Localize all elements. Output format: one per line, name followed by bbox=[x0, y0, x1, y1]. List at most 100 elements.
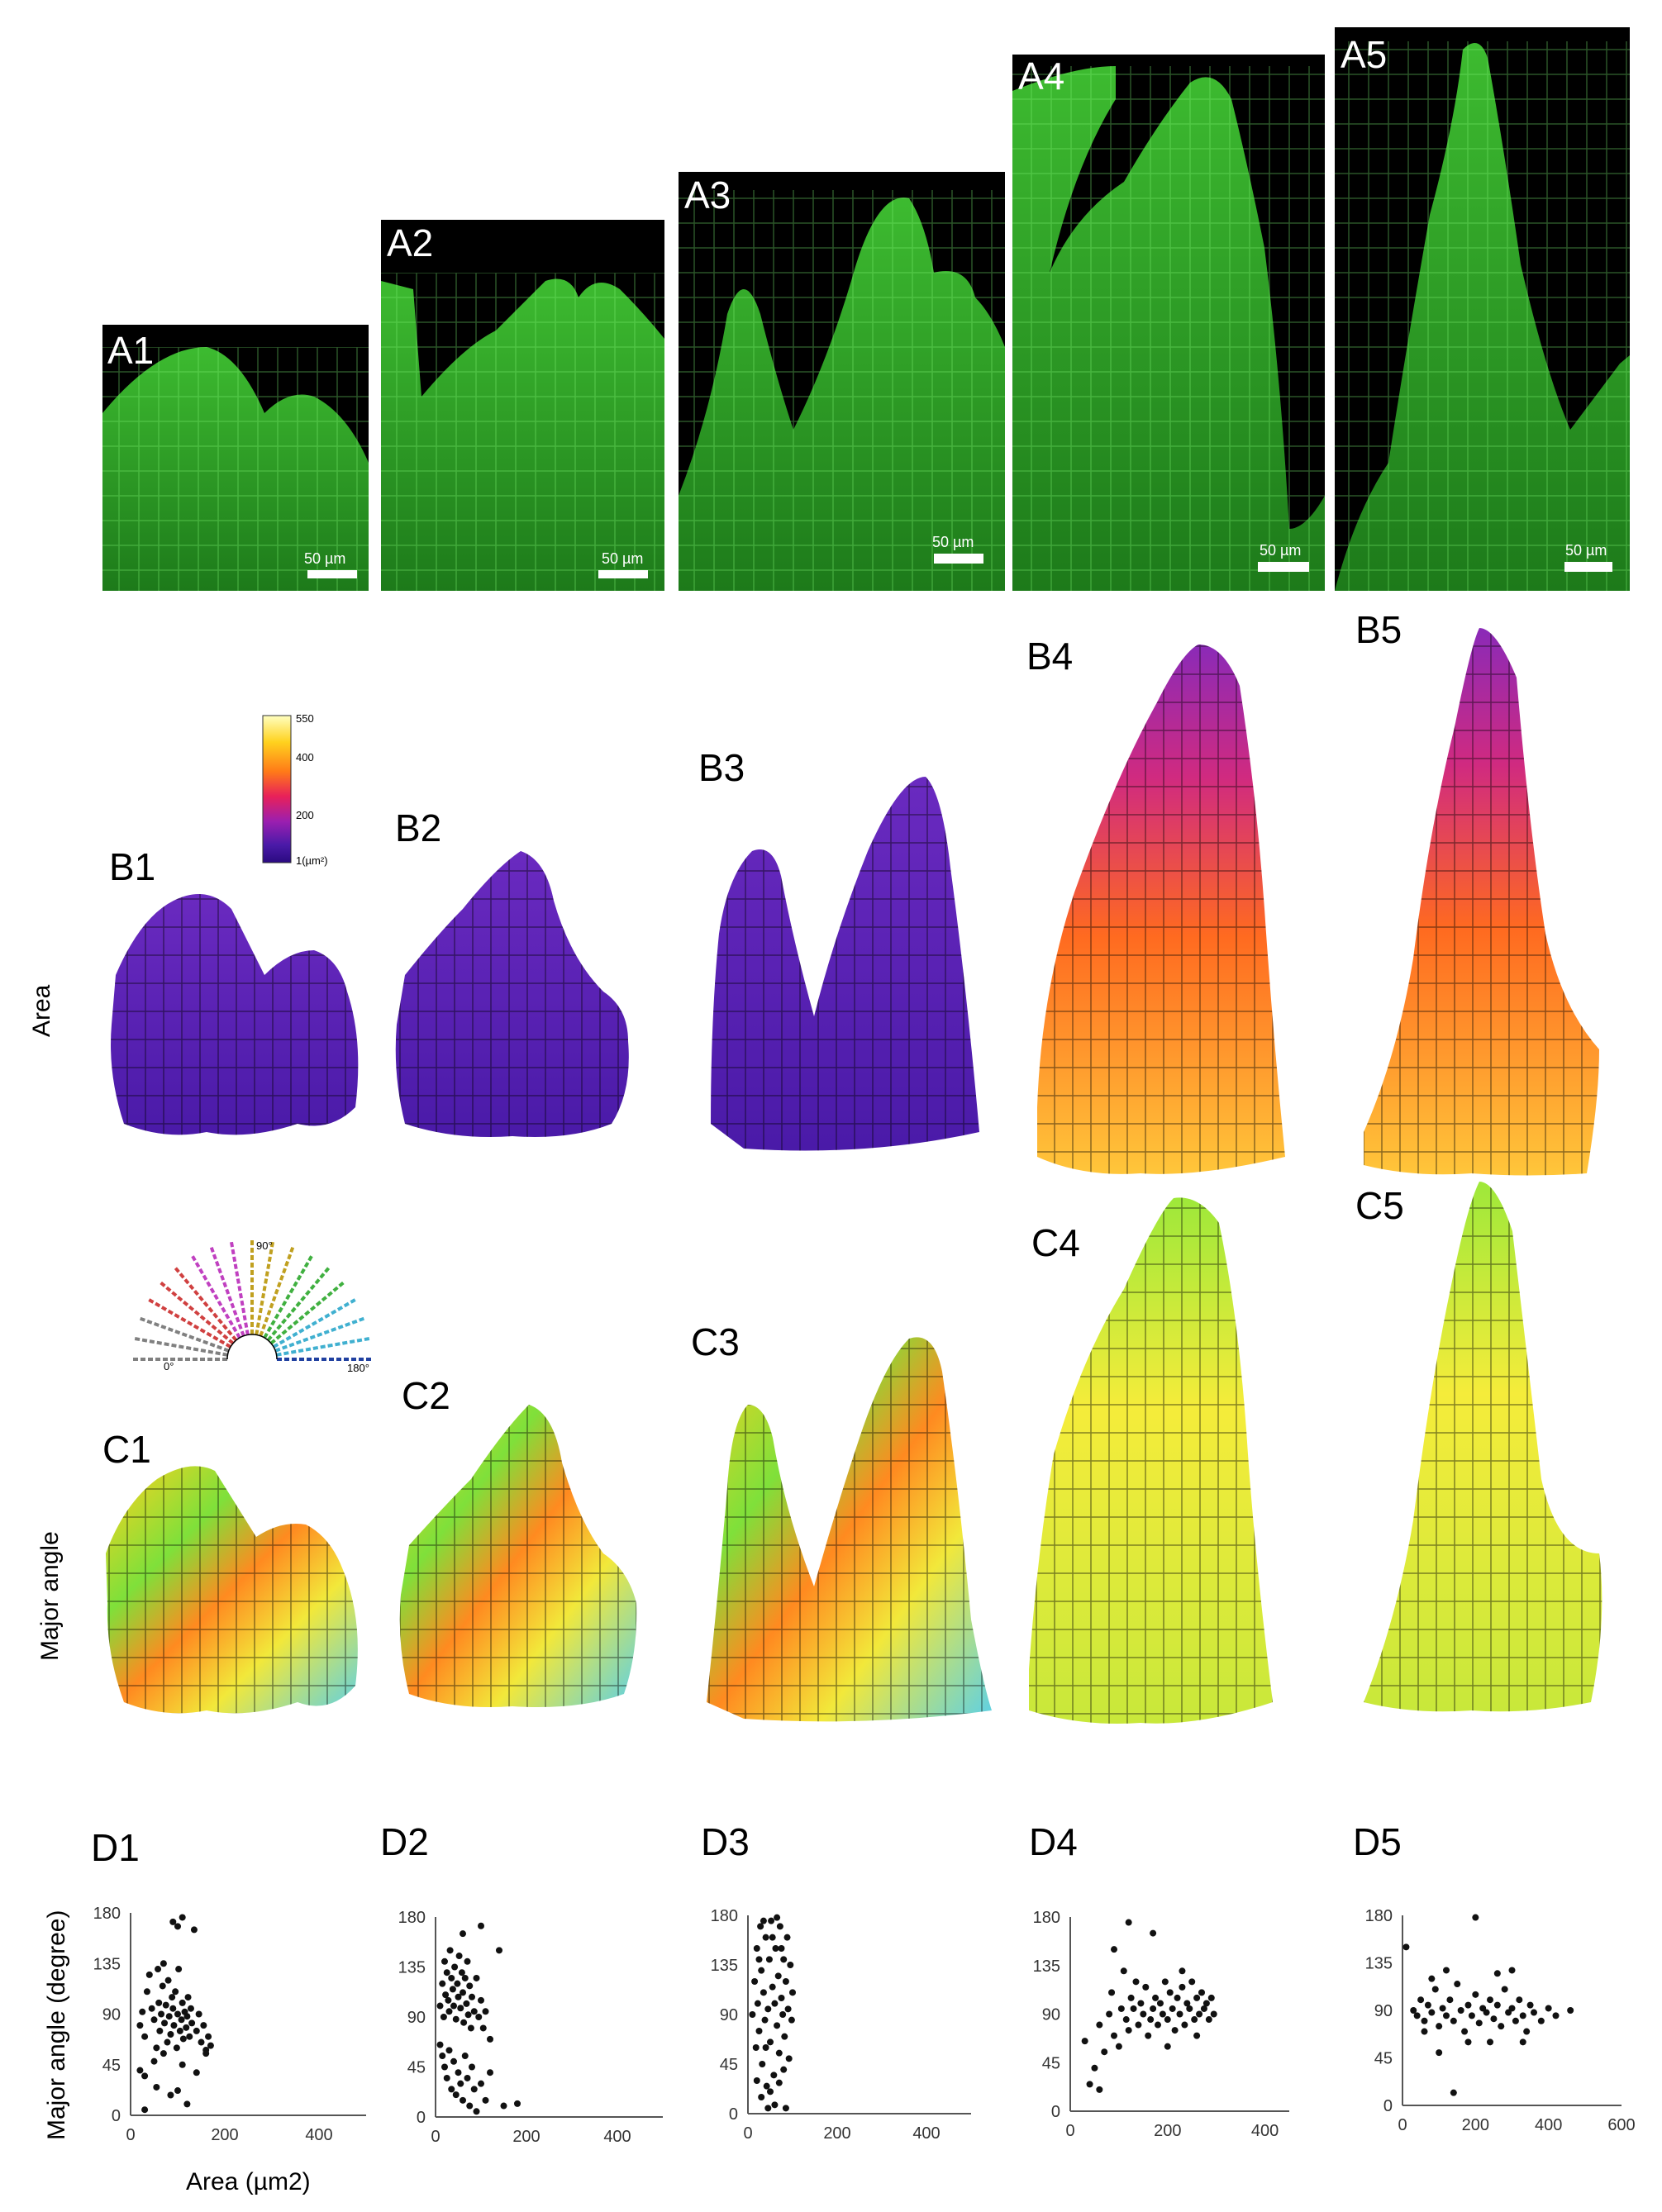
scatter-point bbox=[1487, 1996, 1493, 2004]
scatter-plot-d3: D3 0 45 90 135 180 0 200 400 bbox=[701, 1820, 971, 2143]
panel-a3: A3 50 µm bbox=[679, 172, 1005, 591]
scatter-point bbox=[771, 2101, 779, 2109]
scatter-point bbox=[1202, 2000, 1210, 2007]
scatter-point bbox=[455, 2069, 462, 2076]
scatter-point bbox=[1166, 1989, 1174, 1996]
scatter-point bbox=[174, 1923, 181, 1930]
y-tick-label: 90 bbox=[1042, 2006, 1060, 2024]
x-tick-label: 0 bbox=[431, 2128, 440, 2146]
scatter-point bbox=[1472, 1991, 1479, 1998]
scatter-point bbox=[778, 1945, 785, 1952]
scatter-point bbox=[787, 1962, 794, 1968]
scatter-point bbox=[1127, 1994, 1135, 2001]
scatter-point bbox=[1132, 1978, 1140, 1986]
scatter-point bbox=[772, 1945, 779, 1952]
scale-bar-label: 50 µm bbox=[932, 534, 974, 550]
y-tick-label: 0 bbox=[1051, 2103, 1060, 2121]
scatter-point bbox=[774, 1914, 781, 1921]
y-tick-label: 90 bbox=[102, 2006, 121, 2024]
scatter-point bbox=[1490, 2015, 1498, 2023]
fan-ray bbox=[266, 1266, 331, 1342]
x-tick-label: 600 bbox=[1607, 2116, 1635, 2134]
scatter-point bbox=[190, 1926, 198, 1934]
y-tick-label: 135 bbox=[1365, 1955, 1393, 1973]
scatter-point bbox=[780, 2066, 788, 2073]
scale-bar-label: 50 µm bbox=[602, 550, 643, 567]
scatter-point bbox=[1150, 2005, 1157, 2012]
scatter-point bbox=[202, 2050, 210, 2057]
colorbar-tick: 1(µm²) bbox=[296, 854, 328, 867]
panel-label-d3: D3 bbox=[701, 1820, 750, 1863]
scatter-point bbox=[1200, 2005, 1207, 2012]
scatter-point bbox=[455, 1993, 462, 2000]
scatter-point bbox=[1450, 2017, 1457, 2024]
scatter-point bbox=[1436, 2049, 1443, 2057]
scatter-point bbox=[1142, 1983, 1150, 1991]
scatter-point bbox=[172, 1988, 179, 1996]
scatter-point bbox=[1169, 2005, 1176, 2012]
scatter-point bbox=[1402, 1943, 1410, 1951]
scatter-point bbox=[752, 2044, 760, 2051]
scatter-point bbox=[762, 1934, 769, 1941]
scatter-point bbox=[145, 1971, 153, 1978]
scatter-point bbox=[1106, 2010, 1113, 2018]
scatter-point bbox=[173, 2044, 180, 2052]
x-tick-label: 200 bbox=[512, 2128, 540, 2146]
scatter-point bbox=[179, 1914, 186, 1921]
fan-tick: 90° bbox=[256, 1239, 273, 1252]
scatter-point bbox=[1483, 2009, 1490, 2016]
scatter-point bbox=[436, 2002, 444, 2010]
scatter-point bbox=[153, 2044, 160, 2052]
scatter-point bbox=[187, 2005, 194, 2012]
scatter-point bbox=[1091, 2064, 1098, 2072]
scatter-point bbox=[1487, 2038, 1493, 2046]
fan-ray bbox=[259, 1246, 295, 1337]
scatter-point bbox=[460, 2019, 468, 2026]
panel-a2: A2 50 µm bbox=[381, 220, 664, 591]
scatter-point bbox=[1176, 2010, 1183, 2018]
scatter-point bbox=[1545, 2005, 1552, 2012]
x-tick-label: 400 bbox=[603, 2128, 631, 2146]
scatter-point bbox=[156, 2027, 164, 2034]
scatter-point bbox=[450, 2057, 457, 2065]
scatter-point bbox=[1508, 1967, 1516, 1974]
y-tick-label: 0 bbox=[417, 2109, 426, 2127]
area-colorbar: 550 400 200 1(µm²) bbox=[262, 712, 328, 867]
fan-ray bbox=[174, 1266, 238, 1342]
scatter-point bbox=[774, 1972, 782, 1980]
scatter-point bbox=[160, 1960, 167, 1967]
scatter-point bbox=[464, 2074, 471, 2081]
x-tick-label: 400 bbox=[305, 2126, 332, 2144]
scatter-point bbox=[445, 2008, 453, 2015]
panel-c4: C4 bbox=[1029, 1197, 1273, 1724]
scatter-point bbox=[1519, 2012, 1526, 2019]
y-tick-label: 180 bbox=[1033, 1909, 1060, 1927]
x-axis-label: Area (µm2) bbox=[186, 2168, 311, 2195]
scatter-point bbox=[457, 2080, 464, 2087]
scatter-point bbox=[153, 2083, 160, 2091]
scatter-point bbox=[1443, 1967, 1450, 1974]
scatter-point bbox=[769, 1934, 776, 1941]
y-tick-label: 45 bbox=[720, 2056, 738, 2074]
scatter-point bbox=[783, 1934, 791, 1941]
scatter-point bbox=[1096, 2021, 1103, 2029]
scatter-point bbox=[200, 2022, 207, 2029]
scatter-point bbox=[454, 1980, 461, 1987]
scatter-point bbox=[167, 2031, 174, 2038]
scatter-point bbox=[749, 2011, 756, 2018]
scatter-point bbox=[176, 2027, 183, 2034]
scatter-point bbox=[769, 1983, 776, 1991]
scatter-point bbox=[1122, 2016, 1130, 2024]
scatter-point bbox=[184, 1994, 192, 2001]
fan-ray bbox=[229, 1240, 250, 1335]
scatter-point bbox=[1410, 2007, 1417, 2014]
scatter-point bbox=[755, 1956, 763, 1963]
scatter-point bbox=[478, 2080, 484, 2087]
scatter-point bbox=[469, 1993, 475, 2000]
scatter-point bbox=[767, 2038, 774, 2046]
panel-a5: A5 50 µm bbox=[1335, 27, 1630, 591]
scatter-point bbox=[165, 2013, 173, 2020]
scatter-point bbox=[1140, 2010, 1147, 2018]
fan-ray bbox=[269, 1281, 345, 1345]
fan-ray bbox=[159, 1281, 235, 1345]
